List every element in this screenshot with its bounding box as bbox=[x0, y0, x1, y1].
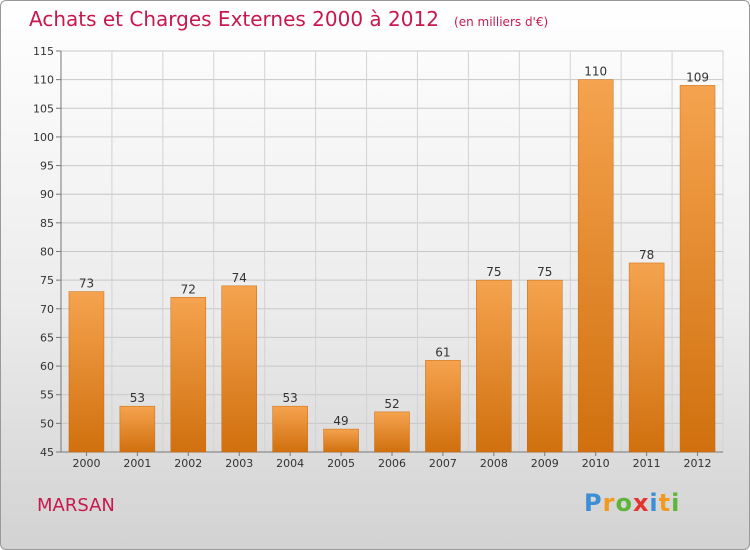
x-tick-label-2008: 2008 bbox=[480, 457, 508, 470]
bar-2007 bbox=[425, 360, 461, 453]
bar-2002 bbox=[170, 297, 207, 453]
bar-2006 bbox=[374, 411, 410, 453]
y-tick-label: 70 bbox=[40, 303, 54, 316]
bar-2001 bbox=[119, 405, 156, 453]
label-layer: 73 2000 53 2001 72 2002 74 2003 53 2004 49 2005 52 20… bbox=[72, 65, 711, 470]
logo-letter: o bbox=[615, 489, 633, 517]
bar-2009 bbox=[527, 279, 563, 453]
bar-2000 bbox=[68, 291, 105, 453]
bar-2008 bbox=[476, 279, 512, 453]
bar-2003 bbox=[221, 285, 257, 453]
logo-letter: i bbox=[649, 489, 659, 517]
data-label-2011: 78 bbox=[639, 248, 654, 262]
x-tick-label-2010: 2010 bbox=[582, 457, 610, 470]
y-tick-label: 60 bbox=[40, 360, 54, 373]
axis-layer: 45 50 55 60 65 70 75 80 85 90 95 100 105 110 115 bbox=[33, 45, 723, 459]
x-tick-label-2000: 2000 bbox=[72, 457, 100, 470]
y-tick-label: 80 bbox=[40, 246, 54, 259]
logo-letter: P bbox=[584, 489, 603, 517]
logo-letter: x bbox=[632, 489, 650, 517]
y-tick-label: 115 bbox=[33, 45, 54, 58]
y-tick-label: 95 bbox=[40, 160, 54, 173]
x-tick-label-2011: 2011 bbox=[633, 457, 661, 470]
data-label-2006: 52 bbox=[384, 397, 399, 411]
data-label-2009: 75 bbox=[537, 265, 552, 279]
y-tick-label: 75 bbox=[40, 274, 54, 287]
y-tick-label: 55 bbox=[40, 389, 54, 402]
bar-layer bbox=[68, 79, 716, 453]
grid-layer bbox=[60, 50, 724, 453]
y-tick-label: 85 bbox=[40, 217, 54, 230]
data-label-2001: 53 bbox=[130, 391, 145, 405]
x-tick-label-2002: 2002 bbox=[174, 457, 202, 470]
y-tick-label: 105 bbox=[33, 102, 54, 115]
bar-2010 bbox=[577, 79, 614, 453]
logo-letter: r bbox=[602, 489, 616, 517]
x-tick-label-2003: 2003 bbox=[225, 457, 253, 470]
x-tick-label-2004: 2004 bbox=[276, 457, 304, 470]
y-tick-label: 110 bbox=[33, 74, 54, 87]
title-row: Achats et Charges Externes 2000 à 2012 (… bbox=[29, 7, 548, 31]
data-label-2000: 73 bbox=[79, 277, 94, 291]
x-tick-label-2009: 2009 bbox=[531, 457, 559, 470]
city-name: MARSAN bbox=[37, 495, 115, 516]
data-label-2003: 74 bbox=[232, 271, 247, 285]
bar-2011 bbox=[628, 262, 665, 453]
data-label-2004: 53 bbox=[283, 391, 298, 405]
bar-2004 bbox=[272, 405, 308, 453]
data-label-2008: 75 bbox=[486, 265, 501, 279]
x-tick-label-2006: 2006 bbox=[378, 457, 406, 470]
logo-letter: t bbox=[658, 489, 672, 517]
y-tick-label: 65 bbox=[40, 331, 54, 344]
data-label-2010: 110 bbox=[584, 65, 607, 79]
unit-label: (en milliers d'€) bbox=[454, 15, 549, 29]
data-label-2002: 72 bbox=[181, 282, 196, 296]
x-tick-label-2005: 2005 bbox=[327, 457, 355, 470]
data-label-2005: 49 bbox=[333, 414, 348, 428]
y-tick-label: 45 bbox=[40, 446, 54, 459]
data-label-2012: 109 bbox=[686, 70, 709, 84]
x-tick-label-2012: 2012 bbox=[684, 457, 712, 470]
y-tick-label: 90 bbox=[40, 188, 54, 201]
bar-2012 bbox=[679, 85, 716, 453]
x-tick-label-2007: 2007 bbox=[429, 457, 457, 470]
data-label-2007: 61 bbox=[435, 345, 450, 359]
x-tick-label-2001: 2001 bbox=[123, 457, 151, 470]
y-tick-label: 100 bbox=[33, 131, 54, 144]
chart-title: Achats et Charges Externes 2000 à 2012 bbox=[29, 7, 439, 31]
y-tick-label: 50 bbox=[40, 417, 54, 430]
logo-letter: i bbox=[671, 489, 681, 517]
proxiti-logo: Proxiti bbox=[584, 489, 680, 517]
bar-2005 bbox=[323, 428, 359, 453]
